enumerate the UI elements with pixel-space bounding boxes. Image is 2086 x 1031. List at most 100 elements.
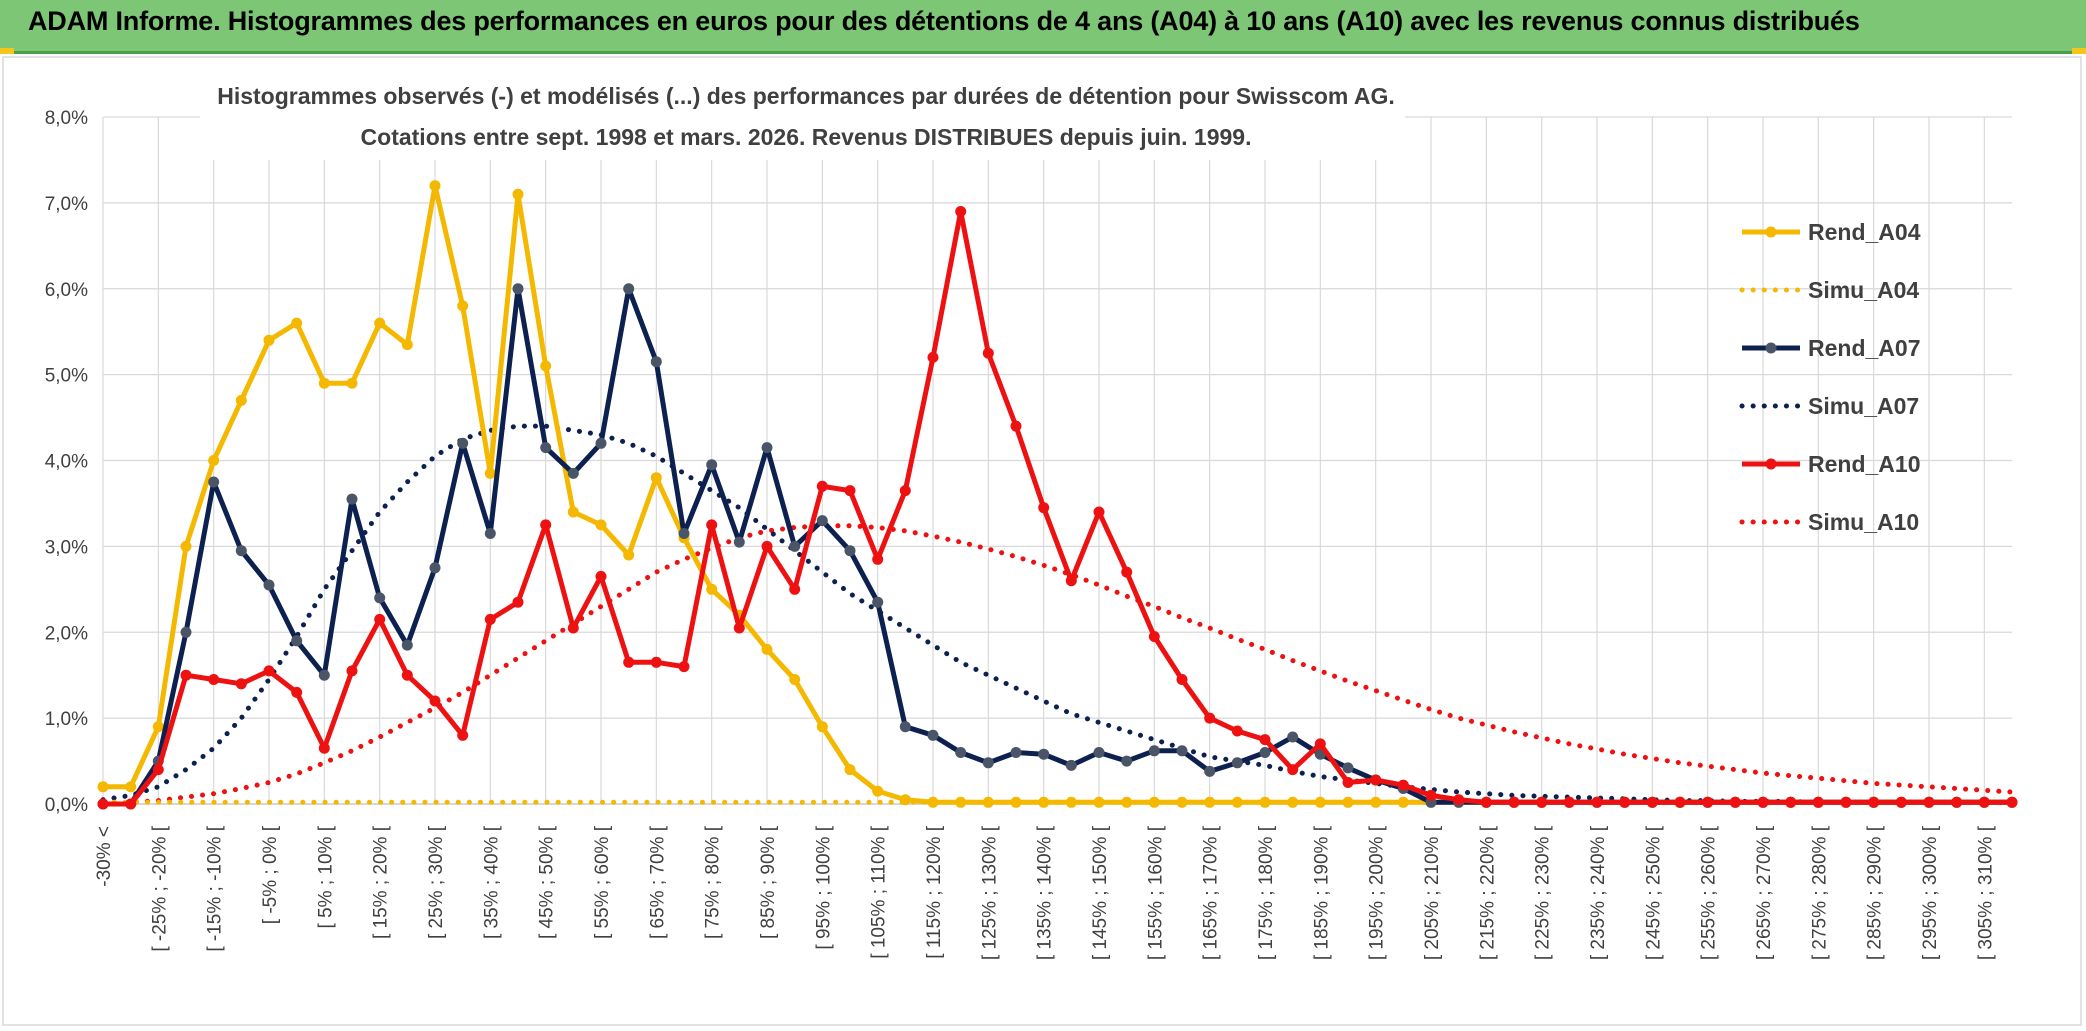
x-tick-label: [ 55% ; 60% [ — [592, 825, 613, 939]
x-tick-label: -30% < — [94, 826, 115, 887]
data-point — [1674, 796, 1686, 808]
data-point — [1646, 796, 1658, 808]
data-point — [982, 347, 994, 359]
x-tick-label: [ -15% ; -10% [ — [205, 825, 226, 951]
x-tick-label: [ 75% ; 80% [ — [703, 825, 724, 939]
data-point — [650, 356, 662, 368]
data-point — [457, 729, 469, 741]
series-line — [100, 523, 2015, 806]
data-point — [1480, 796, 1492, 808]
data-point — [1204, 765, 1216, 777]
data-point — [180, 540, 192, 552]
legend-label: Rend_A10 — [1808, 451, 1920, 477]
y-axis-tick-labels: 0,0% 1,0% 2,0% 3,0% 4,0% 5,0% 6,0% 7,0% 8,0% — [45, 108, 88, 816]
data-point — [650, 472, 662, 484]
x-tick-label: [ 225% ; 230% [ — [1533, 825, 1554, 960]
y-tick-label: 5,0% — [45, 366, 88, 387]
legend-label: Simu_A07 — [1808, 393, 1919, 419]
data-point — [1370, 796, 1382, 808]
data-point — [1176, 674, 1188, 685]
x-tick-label: [ 205% ; 210% [ — [1422, 825, 1443, 960]
data-point — [1840, 796, 1852, 808]
x-tick-label: [ 125% ; 130% [ — [979, 825, 1000, 960]
data-point — [374, 592, 386, 604]
data-point — [318, 377, 330, 389]
data-point — [1259, 796, 1271, 808]
data-point — [789, 583, 801, 595]
data-point — [761, 540, 773, 552]
data-point — [540, 442, 552, 454]
legend-item-rend-a07: Rend_A07 — [1742, 335, 1920, 361]
data-point — [1563, 796, 1575, 808]
y-tick-label: 3,0% — [45, 537, 88, 558]
data-point — [650, 656, 662, 668]
legend-label: Simu_A10 — [1808, 509, 1919, 535]
data-point — [1370, 774, 1382, 786]
legend-label: Simu_A04 — [1808, 277, 1919, 303]
data-point — [346, 377, 358, 389]
data-point — [761, 643, 773, 655]
data-point — [789, 540, 801, 552]
x-tick-label: [ 65% ; 70% [ — [647, 825, 668, 939]
chart-title-line-1: Histogrammes observés (-) et modélisés (… — [217, 83, 1395, 109]
data-point — [1342, 796, 1354, 808]
y-tick-label: 4,0% — [45, 452, 88, 473]
data-point — [595, 437, 607, 449]
legend-item-simu-a10: Simu_A10 — [1739, 509, 1919, 535]
data-point — [1204, 796, 1216, 808]
data-point — [872, 596, 884, 608]
data-point — [2006, 796, 2018, 808]
data-point — [872, 553, 884, 565]
data-point — [512, 596, 524, 608]
data-point — [97, 798, 109, 810]
x-tick-label: [ 5% ; 10% [ — [315, 825, 336, 928]
data-point — [1812, 796, 1824, 808]
data-point — [816, 480, 828, 492]
data-point — [678, 528, 690, 539]
data-point — [1536, 796, 1548, 808]
data-point — [1176, 796, 1188, 808]
data-point — [457, 437, 469, 449]
x-tick-label: [ 25% ; 30% [ — [426, 825, 447, 939]
x-tick-label: [ 145% ; 150% [ — [1090, 825, 1111, 960]
data-point — [484, 467, 496, 479]
legend-label: Rend_A04 — [1808, 219, 1921, 245]
x-tick-label: [ 245% ; 250% [ — [1643, 825, 1664, 960]
legend-label: Rend_A07 — [1808, 335, 1920, 361]
data-point — [180, 669, 192, 681]
x-tick-label: [ 105% ; 110% [ — [869, 825, 890, 958]
data-point — [1093, 747, 1105, 758]
data-point — [1785, 796, 1797, 808]
x-axis-tick-labels: -30% < [ -25% ; -20% [[ -15% ; -10% [[ -5… — [94, 825, 1996, 960]
data-point — [706, 583, 718, 595]
data-point — [816, 515, 828, 527]
series-rend-a10 — [97, 206, 2018, 810]
data-point — [429, 180, 441, 192]
data-point — [374, 317, 386, 329]
data-point — [346, 493, 358, 505]
x-tick-label: [ 305% ; 310% [ — [1975, 825, 1996, 960]
data-point — [567, 506, 579, 518]
data-point — [97, 781, 109, 793]
x-tick-label: [ 35% ; 40% [ — [481, 825, 502, 939]
series-line — [100, 423, 2015, 805]
data-point — [1453, 794, 1465, 806]
data-point — [844, 764, 856, 776]
data-point — [1121, 566, 1133, 578]
data-point — [1895, 796, 1907, 808]
data-point — [706, 519, 718, 531]
x-tick-label: [ 285% ; 290% [ — [1865, 825, 1886, 960]
report-banner: ADAM Informe. Histogrammes des performan… — [0, 0, 2086, 54]
x-tick-label: [ 155% ; 160% [ — [1145, 825, 1166, 960]
data-point — [1342, 777, 1354, 788]
legend-marker — [1765, 458, 1777, 470]
data-point — [1231, 757, 1243, 769]
data-point — [512, 188, 524, 200]
x-tick-label: [ 85% ; 90% [ — [758, 825, 779, 939]
data-point — [595, 570, 607, 582]
data-point — [1868, 796, 1880, 808]
data-point — [567, 467, 579, 479]
data-point — [1729, 796, 1741, 808]
y-tick-label: 0,0% — [45, 795, 88, 816]
data-point — [1591, 796, 1603, 808]
